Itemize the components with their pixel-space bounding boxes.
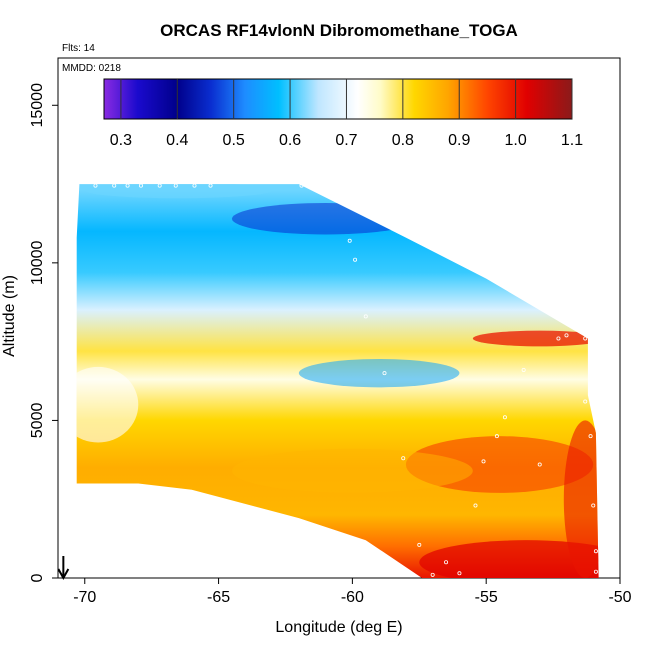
heatmap-feature <box>563 420 599 578</box>
y-axis: 0 5000 10000 15000 <box>29 83 58 582</box>
x-axis-label: Longitude (deg E) <box>275 619 402 636</box>
sample-point <box>521 367 526 372</box>
sample-point <box>556 336 561 341</box>
y-tick-label: 5000 <box>29 403 46 439</box>
sample-point <box>444 560 449 565</box>
sample-point <box>336 186 341 191</box>
sample-point <box>564 333 569 338</box>
sample-point <box>323 185 328 190</box>
sample-point <box>417 542 422 547</box>
sample-point <box>138 183 143 188</box>
flights-note: Flts: 14 <box>62 43 95 54</box>
y-tick-label: 15000 <box>29 83 46 128</box>
colorbar: 0.3 0.4 0.5 0.6 0.7 0.8 0.9 1.0 1.1 <box>103 78 583 149</box>
colorbar-tick-label: 0.4 <box>166 132 188 149</box>
heatmap-feature <box>298 358 460 388</box>
sample-point <box>583 399 588 404</box>
sample-point <box>494 434 499 439</box>
colorbar-tick-label: 1.0 <box>504 132 526 149</box>
sample-point <box>591 503 596 508</box>
sample-point <box>382 371 387 376</box>
sample-point <box>537 462 542 467</box>
down-arrow-icon <box>57 556 70 581</box>
x-tick-label: -70 <box>73 589 96 606</box>
sample-point <box>363 314 368 319</box>
sample-point <box>481 459 486 464</box>
sample-point <box>157 183 162 188</box>
sample-point <box>173 183 178 188</box>
sample-point <box>93 183 98 188</box>
colorbar-tick-label: 0.7 <box>335 132 357 149</box>
x-tick-label: -55 <box>475 589 498 606</box>
sample-point <box>593 569 598 574</box>
sample-point <box>299 183 304 188</box>
heatmap-feature <box>84 184 273 199</box>
heatmap-feature <box>231 448 473 493</box>
x-tick-label: -65 <box>207 589 230 606</box>
sample-point <box>473 503 478 508</box>
plot-frame <box>57 57 621 579</box>
y-axis-label: Altitude (m) <box>1 275 18 357</box>
colorbar-tick-label: 1.1 <box>561 132 583 149</box>
sample-point <box>502 415 507 420</box>
heatmap-feature <box>231 202 420 235</box>
sample-points <box>93 183 598 577</box>
sample-point <box>593 549 598 554</box>
y-tick-label: 0 <box>29 573 46 582</box>
sample-point <box>208 183 213 188</box>
sample-point <box>347 238 352 243</box>
sample-point <box>125 183 130 188</box>
sample-point <box>430 572 435 577</box>
x-tick-label: -50 <box>608 589 631 606</box>
chart-title: ORCAS RF14vlonN Dibromomethane_TOGA <box>160 21 518 40</box>
colorbar-tick-label: 0.8 <box>392 132 414 149</box>
sample-point <box>457 571 462 576</box>
colorbar-gradient <box>103 78 573 120</box>
heatmap-feature <box>472 330 599 347</box>
date-note: MMDD: 0218 <box>62 63 121 74</box>
colorbar-tick-label: 0.3 <box>110 132 132 149</box>
y-tick-label: 10000 <box>29 241 46 286</box>
sample-point <box>353 257 358 262</box>
sample-point <box>312 183 317 188</box>
colorbar-ticks: 0.3 0.4 0.5 0.6 0.7 0.8 0.9 1.0 1.1 <box>110 79 583 149</box>
sample-point <box>588 434 593 439</box>
sample-point <box>583 336 588 341</box>
colorbar-tick-label: 0.6 <box>279 132 301 149</box>
x-tick-label: -60 <box>341 589 364 606</box>
colorbar-tick-label: 0.5 <box>223 132 245 149</box>
sample-point <box>112 183 117 188</box>
x-axis: -70 -65 -60 -55 -50 <box>73 578 632 606</box>
heatmap-feature <box>76 366 139 443</box>
colorbar-tick-label: 0.9 <box>448 132 470 149</box>
sample-point <box>192 183 197 188</box>
sample-point <box>401 456 406 461</box>
